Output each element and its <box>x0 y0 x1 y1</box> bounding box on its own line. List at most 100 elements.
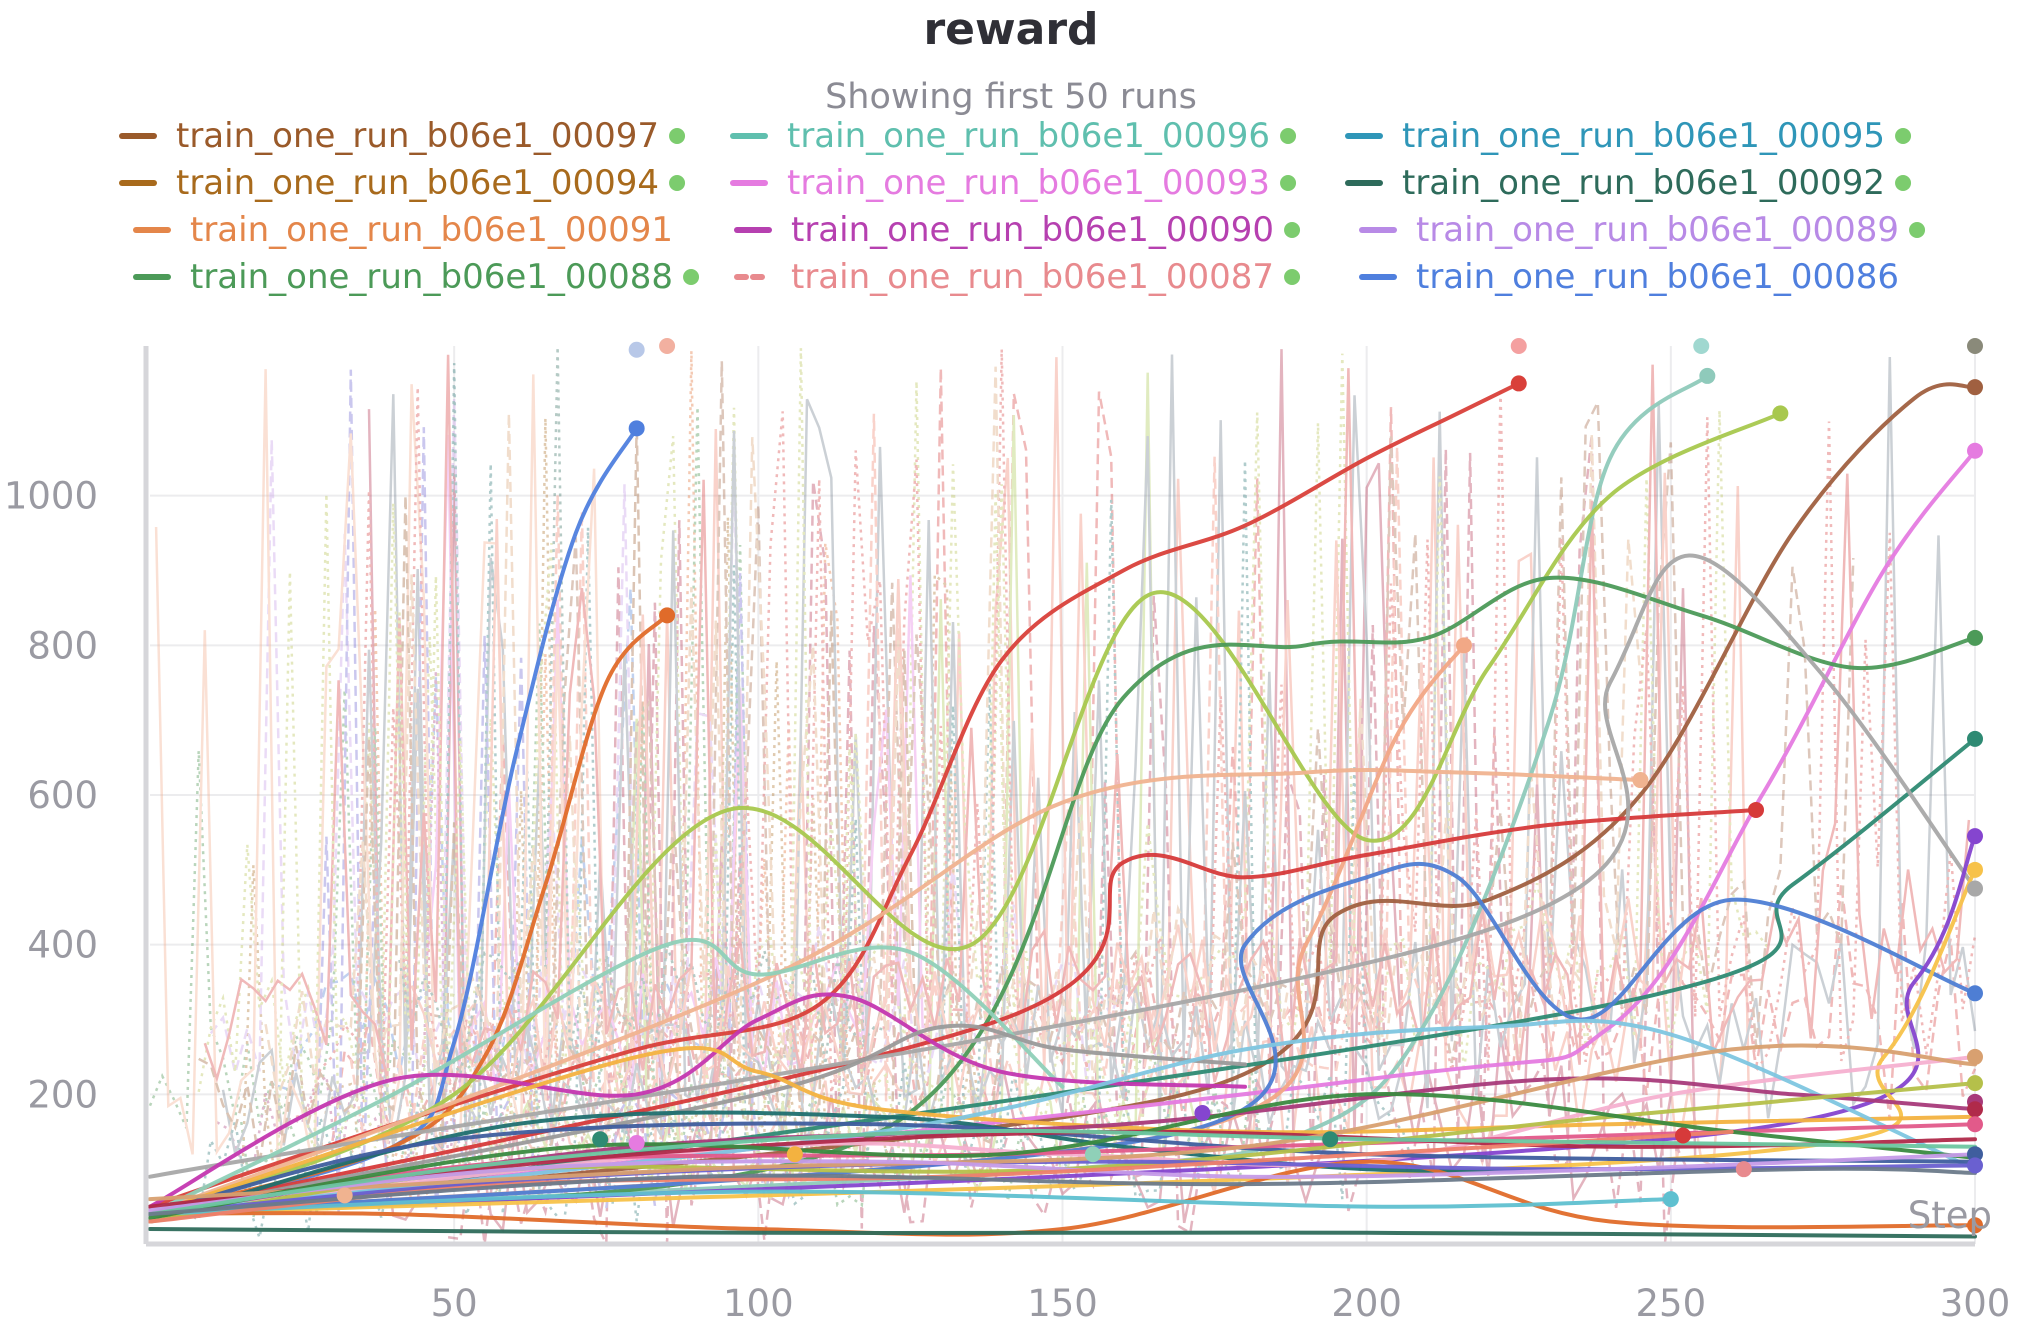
series-line-lilac <box>148 1152 1977 1213</box>
legend-status-dot-9 <box>683 269 700 285</box>
legend: train_one_run_b06e1_00097 train_one_run_b… <box>119 116 1926 297</box>
end-point-1 <box>628 420 645 437</box>
end-point-22 <box>1084 1146 1101 1163</box>
series-line-slate <box>148 1166 1977 1217</box>
legend-label-9: train_one_run_b06e1_00088 <box>190 257 673 297</box>
legend-label-7: train_one_run_b06e1_00090 <box>791 210 1274 250</box>
end-point-15 <box>1967 985 1983 1002</box>
end-point-8 <box>1456 637 1472 654</box>
end-point-34 <box>1967 1101 1983 1118</box>
x-tick-label-0: 50 <box>431 1282 478 1325</box>
x-axis-label: Step <box>1908 1194 1992 1237</box>
x-tick-label-1: 100 <box>723 1282 794 1325</box>
end-point-11 <box>1967 730 1983 747</box>
legend-status-dot-0 <box>669 128 686 144</box>
noise-line-12 <box>197 353 1770 1095</box>
chart-subtitle: Showing first 50 runs <box>825 77 1197 117</box>
end-point-28 <box>1675 1127 1691 1144</box>
series-line-gray-mid <box>148 1023 1247 1217</box>
legend-status-dot-1 <box>1280 128 1297 144</box>
end-point-19 <box>1510 338 1527 354</box>
noise-line-19 <box>429 360 1855 1091</box>
series-line-indigo <box>148 1159 1977 1217</box>
noise-line-21 <box>295 349 1977 1119</box>
noise-line-15 <box>216 670 645 1176</box>
legend-label-11: train_one_run_b06e1_00086 <box>1416 257 1899 297</box>
series-line-mint <box>148 373 1710 1217</box>
end-point-26 <box>1322 1131 1339 1148</box>
series-line-cyan-low <box>148 1189 1673 1217</box>
end-point-35 <box>1967 1116 1983 1133</box>
end-point-0 <box>1510 375 1527 392</box>
end-point-10 <box>1748 801 1764 818</box>
legend-label-6: train_one_run_b06e1_00091 <box>190 210 673 250</box>
series-line-gray <box>148 553 1977 1179</box>
legend-status-dot-10 <box>1284 269 1301 285</box>
noise-line-23 <box>410 357 1703 1100</box>
end-point-21 <box>1194 1105 1211 1122</box>
end-point-37 <box>1967 1157 1983 1174</box>
series-line-navy <box>148 1121 1977 1217</box>
x-tick-label-4: 250 <box>1636 1282 1707 1325</box>
end-point-27 <box>336 1187 353 1204</box>
series-line-salmon <box>148 768 1643 1217</box>
end-point-16 <box>1967 338 1983 354</box>
legend-label-4: train_one_run_b06e1_00093 <box>787 163 1270 203</box>
noise-line-11 <box>356 354 1977 1133</box>
end-point-9 <box>1632 772 1649 789</box>
end-point-17 <box>659 338 676 354</box>
end-point-5 <box>1967 379 1983 396</box>
series-line-crimson <box>148 808 1758 1217</box>
legend-status-dot-3 <box>669 175 686 191</box>
legend-label-3: train_one_run_b06e1_00094 <box>176 163 659 203</box>
series-line-sage <box>148 937 1065 1217</box>
y-tick-label-3: 800 <box>27 624 98 667</box>
series-line-gold <box>148 867 1977 1217</box>
x-tick-label-3: 200 <box>1331 1282 1402 1325</box>
end-point-32 <box>1967 1075 1983 1092</box>
legend-status-dot-5 <box>1895 175 1912 191</box>
end-point-4 <box>1772 405 1789 422</box>
end-point-20 <box>1693 338 1710 354</box>
y-tick-label-4: 1000 <box>4 475 98 518</box>
series-lines <box>148 373 1977 1239</box>
legend-label-0: train_one_run_b06e1_00097 <box>176 116 659 156</box>
legend-status-dot-7 <box>1284 222 1301 238</box>
end-point-2 <box>659 607 676 624</box>
chart-title: reward <box>923 4 1098 55</box>
noise-line-0 <box>349 350 876 1204</box>
y-tick-label-0: 200 <box>27 1073 98 1116</box>
end-point-18 <box>628 341 645 358</box>
end-point-13 <box>1967 861 1983 878</box>
series-line-orange-low <box>148 1159 1977 1237</box>
end-point-3 <box>1699 367 1716 384</box>
legend-label-8: train_one_run_b06e1_00089 <box>1416 210 1899 250</box>
end-point-29 <box>1662 1191 1679 1208</box>
end-point-7 <box>1967 629 1983 646</box>
end-point-36 <box>1967 1146 1983 1163</box>
end-point-38 <box>1967 1217 1983 1234</box>
legend-label-1: train_one_run_b06e1_00096 <box>787 116 1270 156</box>
legend-label-10: train_one_run_b06e1_00087 <box>791 257 1274 297</box>
series-end-points <box>336 338 1983 1234</box>
legend-label-2: train_one_run_b06e1_00095 <box>1402 116 1885 156</box>
end-point-6 <box>1967 442 1983 459</box>
series-line-magenta <box>148 992 1247 1209</box>
series-line-dark-green-low <box>148 1227 1977 1239</box>
x-tick-label-5: 300 <box>1940 1282 2011 1325</box>
noise-line-3 <box>148 406 809 1129</box>
legend-status-dot-2 <box>1895 128 1912 144</box>
series-line-tan <box>148 1043 1977 1202</box>
end-point-25 <box>592 1131 609 1148</box>
x-tick-label-2: 150 <box>1027 1282 1098 1325</box>
y-tick-label-2: 600 <box>27 774 98 817</box>
noise-line-10 <box>209 397 1162 1085</box>
end-point-24 <box>628 1134 645 1151</box>
end-point-14 <box>1967 880 1983 897</box>
y-tick-label-1: 400 <box>27 924 98 967</box>
end-point-12 <box>1967 828 1983 845</box>
noise-line-27 <box>276 348 1168 1187</box>
series-line-lime <box>148 411 1783 1217</box>
noise-line-4 <box>447 434 1691 1245</box>
